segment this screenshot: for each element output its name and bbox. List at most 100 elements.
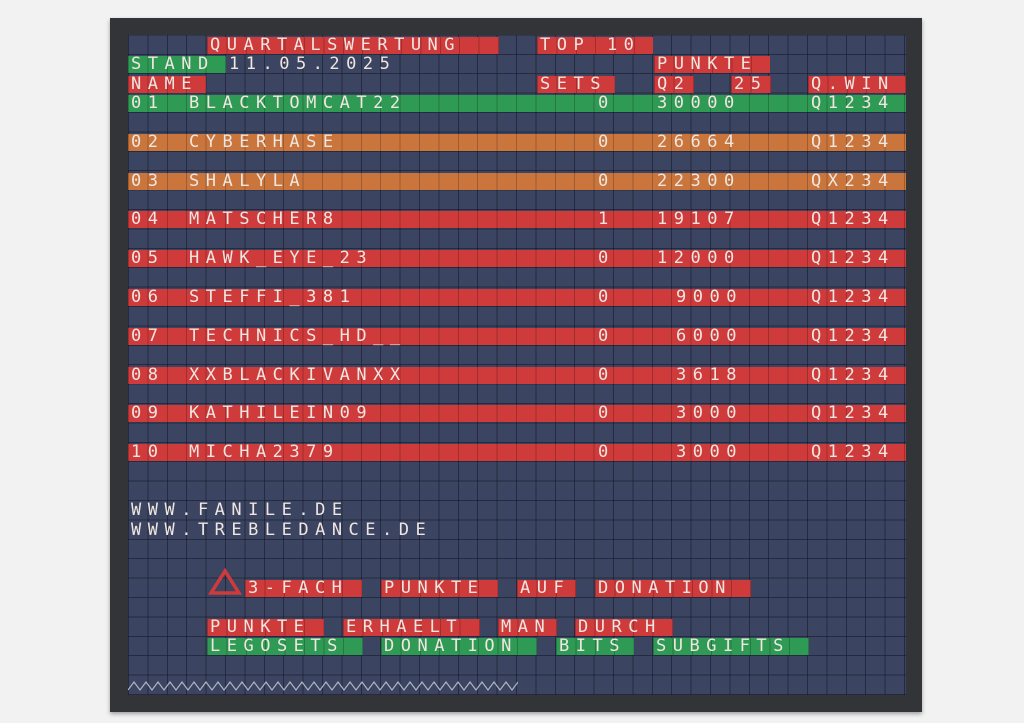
row-points: 9000 — [676, 287, 743, 307]
table-row — [128, 211, 906, 228]
source-donation: DONATION — [384, 636, 518, 656]
name-header: NAME — [131, 74, 198, 94]
notice-word: DONATION — [598, 578, 732, 598]
notice-word-box — [595, 580, 751, 597]
row-rank: 01 — [131, 93, 165, 113]
earn-word: DURCH — [578, 617, 662, 637]
row-sets: 1 — [598, 209, 615, 229]
punkte-header: PUNKTE — [657, 54, 758, 74]
row-name: TECHNICS_HD__ — [189, 326, 407, 346]
row-sets: 0 — [598, 132, 615, 152]
row-name: HAWK_EYE_23 — [189, 248, 374, 268]
sets-header: SETS — [540, 74, 607, 94]
top-ten-text: TOP 10 — [540, 35, 641, 55]
punkte-header-box — [654, 56, 770, 73]
row-name: XXBLACKIVANXX — [189, 365, 407, 385]
notice-word-box — [245, 580, 362, 597]
table-row — [128, 173, 906, 190]
row-qwin: Q1234 — [811, 248, 895, 268]
earn-word-box — [207, 619, 324, 636]
earn-word: ERHAELT — [346, 617, 464, 637]
row-name: STEFFI_381 — [189, 287, 357, 307]
year-header-box — [731, 76, 771, 93]
row-points: 6000 — [676, 326, 743, 346]
row-rank: 06 — [131, 287, 165, 307]
row-sets: 0 — [598, 287, 615, 307]
row-qwin: Q1234 — [811, 403, 895, 423]
stand-label-box — [128, 56, 226, 73]
table-row — [128, 134, 906, 151]
row-points: 26664 — [657, 132, 741, 152]
row-name: MICHA2379 — [189, 442, 340, 462]
row-name: KATHILEIN09 — [189, 403, 374, 423]
notice-word-box — [381, 580, 498, 597]
row-name: SHALYLA — [189, 171, 307, 191]
table-row — [128, 250, 906, 267]
row-points: 30000 — [657, 93, 741, 113]
earn-word-box — [343, 619, 480, 636]
table-row — [128, 405, 906, 422]
row-points: 3000 — [676, 403, 743, 423]
row-sets: 0 — [598, 403, 615, 423]
row-sets: 0 — [598, 93, 615, 113]
row-qwin: Q1234 — [811, 365, 895, 385]
notice-word: AUF — [520, 578, 571, 598]
row-rank: 07 — [131, 326, 165, 346]
row-rank: 03 — [131, 171, 165, 191]
q2-header: Q2 — [657, 74, 691, 94]
row-qwin: Q1234 — [811, 209, 895, 229]
qwin-header: Q.WIN — [811, 74, 895, 94]
table-row — [128, 289, 906, 306]
notice-word: PUNKTE — [384, 578, 485, 598]
row-qwin: Q1234 — [811, 442, 895, 462]
sets-header-box — [537, 76, 615, 93]
earn-word: PUNKTE — [210, 617, 311, 637]
link-fanile[interactable]: WWW.FANILE.DE — [131, 500, 349, 520]
row-qwin: Q1234 — [811, 287, 895, 307]
row-rank: 05 — [131, 248, 165, 268]
row-name: MATSCHER8 — [189, 209, 340, 229]
q2-header-box — [654, 76, 694, 93]
table-row — [128, 328, 906, 345]
row-points: 3000 — [676, 442, 743, 462]
stand-label: STAND — [131, 54, 215, 74]
row-points: 22300 — [657, 171, 741, 191]
row-rank: 08 — [131, 365, 165, 385]
row-points: 19107 — [657, 209, 741, 229]
row-sets: 0 — [598, 171, 615, 191]
link-trebledance[interactable]: WWW.TREBLEDANCE.DE — [131, 520, 433, 540]
qwin-header-box — [808, 76, 906, 93]
table-row — [128, 95, 906, 112]
row-name: BLACKTOMCAT22 — [189, 93, 407, 113]
row-rank: 04 — [131, 209, 165, 229]
title-label — [207, 37, 499, 54]
row-qwin: Q1234 — [811, 326, 895, 346]
table-row — [128, 444, 906, 461]
row-name: CYBERHASE — [189, 132, 340, 152]
source-box — [653, 638, 809, 655]
row-points: 12000 — [657, 248, 741, 268]
name-header-box — [128, 76, 206, 93]
row-sets: 0 — [598, 442, 615, 462]
row-rank: 02 — [131, 132, 165, 152]
source-box — [207, 638, 363, 655]
source-legosets: LEGOSETS — [210, 636, 344, 656]
notice-word: 3-FACH — [248, 578, 349, 598]
row-rank: 10 — [131, 442, 165, 462]
row-sets: 0 — [598, 326, 615, 346]
source-box — [381, 638, 537, 655]
row-rank: 09 — [131, 403, 165, 423]
earn-word-box — [575, 619, 673, 636]
warning-triangle-icon — [208, 568, 242, 595]
row-points: 3618 — [676, 365, 743, 385]
notice-word-box — [517, 580, 576, 597]
source-subgifts: SUBGIFTS — [656, 636, 790, 656]
board-title: QUARTALSWERTUNG — [210, 35, 462, 55]
earn-word-box — [498, 619, 557, 636]
earn-word: MAN — [501, 617, 552, 637]
source-bits: BITS — [559, 636, 626, 656]
zigzag-decoration — [128, 681, 518, 691]
stand-date: 11.05.2025 — [229, 54, 397, 74]
source-box — [556, 638, 634, 655]
table-row — [128, 367, 906, 384]
